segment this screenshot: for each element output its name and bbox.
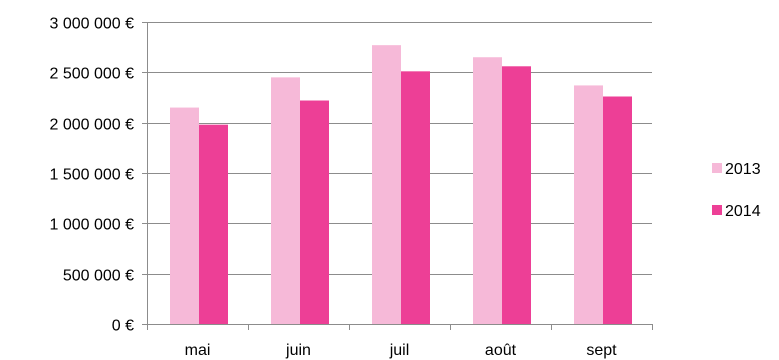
y-tick-label: 2 000 000 € [49, 117, 134, 134]
y-tick-label: 1 000 000 € [49, 217, 134, 234]
legend-swatch-2013 [712, 163, 722, 173]
y-tick-label: 3 000 000 € [49, 16, 134, 33]
y-tick-label: 2 500 000 € [49, 66, 134, 83]
x-tick-label: juin [285, 342, 311, 359]
bar-2014-juil [401, 71, 430, 325]
bar-2013-juil [372, 45, 401, 325]
bar-2014-juin [300, 100, 329, 325]
bar-2013-août [473, 57, 502, 324]
x-tick-label: mai [185, 342, 211, 359]
x-tick-label: juil [389, 342, 410, 359]
bar-2014-mai [199, 124, 228, 325]
y-tick-label: 0 € [112, 318, 134, 335]
legend-label-2014: 2014 [725, 203, 761, 220]
legend: 2013 2014 [712, 161, 761, 220]
bars [170, 45, 632, 325]
y-tick-label: 1 500 000 € [49, 167, 134, 184]
bar-2013-sept [574, 85, 603, 324]
y-tick-labels: 0 € 500 000 € 1 000 000 € 1 500 000 € 2 000 … [49, 16, 134, 335]
y-tick-label: 500 000 € [63, 268, 134, 285]
bar-2014-août [502, 66, 531, 324]
x-tick-labels: mai juin juil août sept [185, 342, 618, 359]
legend-swatch-2014 [712, 205, 722, 215]
x-tick-label: sept [586, 342, 617, 359]
axes [142, 22, 653, 330]
bar-2014-sept [603, 96, 632, 324]
bar-2013-juin [271, 77, 300, 324]
x-tick-label: août [485, 342, 517, 359]
bar-2013-mai [170, 107, 199, 324]
legend-label-2013: 2013 [725, 161, 761, 178]
